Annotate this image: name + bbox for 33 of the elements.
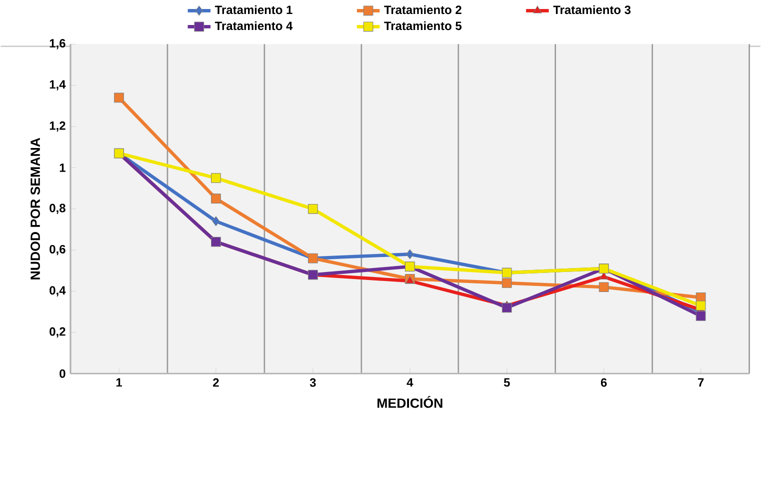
legend-label: Tratamiento 4 xyxy=(214,22,293,30)
y-tick-label: 1,4 xyxy=(50,80,66,91)
y-tick-label: 1,6 xyxy=(50,39,66,50)
y-tick-label: 1 xyxy=(60,164,66,172)
y-axis-title: NUDOD POR SEMANA xyxy=(30,138,40,280)
point xyxy=(502,278,512,288)
x-tick-label: 4 xyxy=(406,378,414,387)
x-axis-title: MEDICIÓN xyxy=(378,396,442,408)
y-tick-label: 0,8 xyxy=(50,204,66,214)
point xyxy=(502,303,512,313)
point xyxy=(212,216,220,226)
point xyxy=(696,311,706,322)
y-tick-label: 0,6 xyxy=(50,245,66,256)
point xyxy=(114,93,124,103)
point xyxy=(598,282,609,292)
x-tick-label: 7 xyxy=(698,378,704,387)
x-tick-label: 3 xyxy=(310,378,316,388)
legend-label: Tratamiento 1 xyxy=(214,6,292,14)
x-tick-label: 2 xyxy=(213,378,219,387)
point xyxy=(211,194,221,204)
legend-label: Tratamiento 5 xyxy=(384,22,462,30)
legend-label: Tratamiento 2 xyxy=(384,6,462,14)
x-tick-label: 1 xyxy=(116,378,122,387)
legend-label: Tratamiento 3 xyxy=(553,6,631,14)
x-tick-label: 6 xyxy=(600,378,607,388)
y-tick-label: 1,2 xyxy=(50,122,66,132)
y-tick-label: 0,4 xyxy=(50,286,66,297)
point xyxy=(308,204,318,214)
y-tick-label: 0,2 xyxy=(50,328,66,338)
y-tick-label: 0 xyxy=(60,370,66,378)
x-tick-label: 5 xyxy=(504,378,510,387)
point xyxy=(406,249,414,260)
point xyxy=(211,173,221,184)
